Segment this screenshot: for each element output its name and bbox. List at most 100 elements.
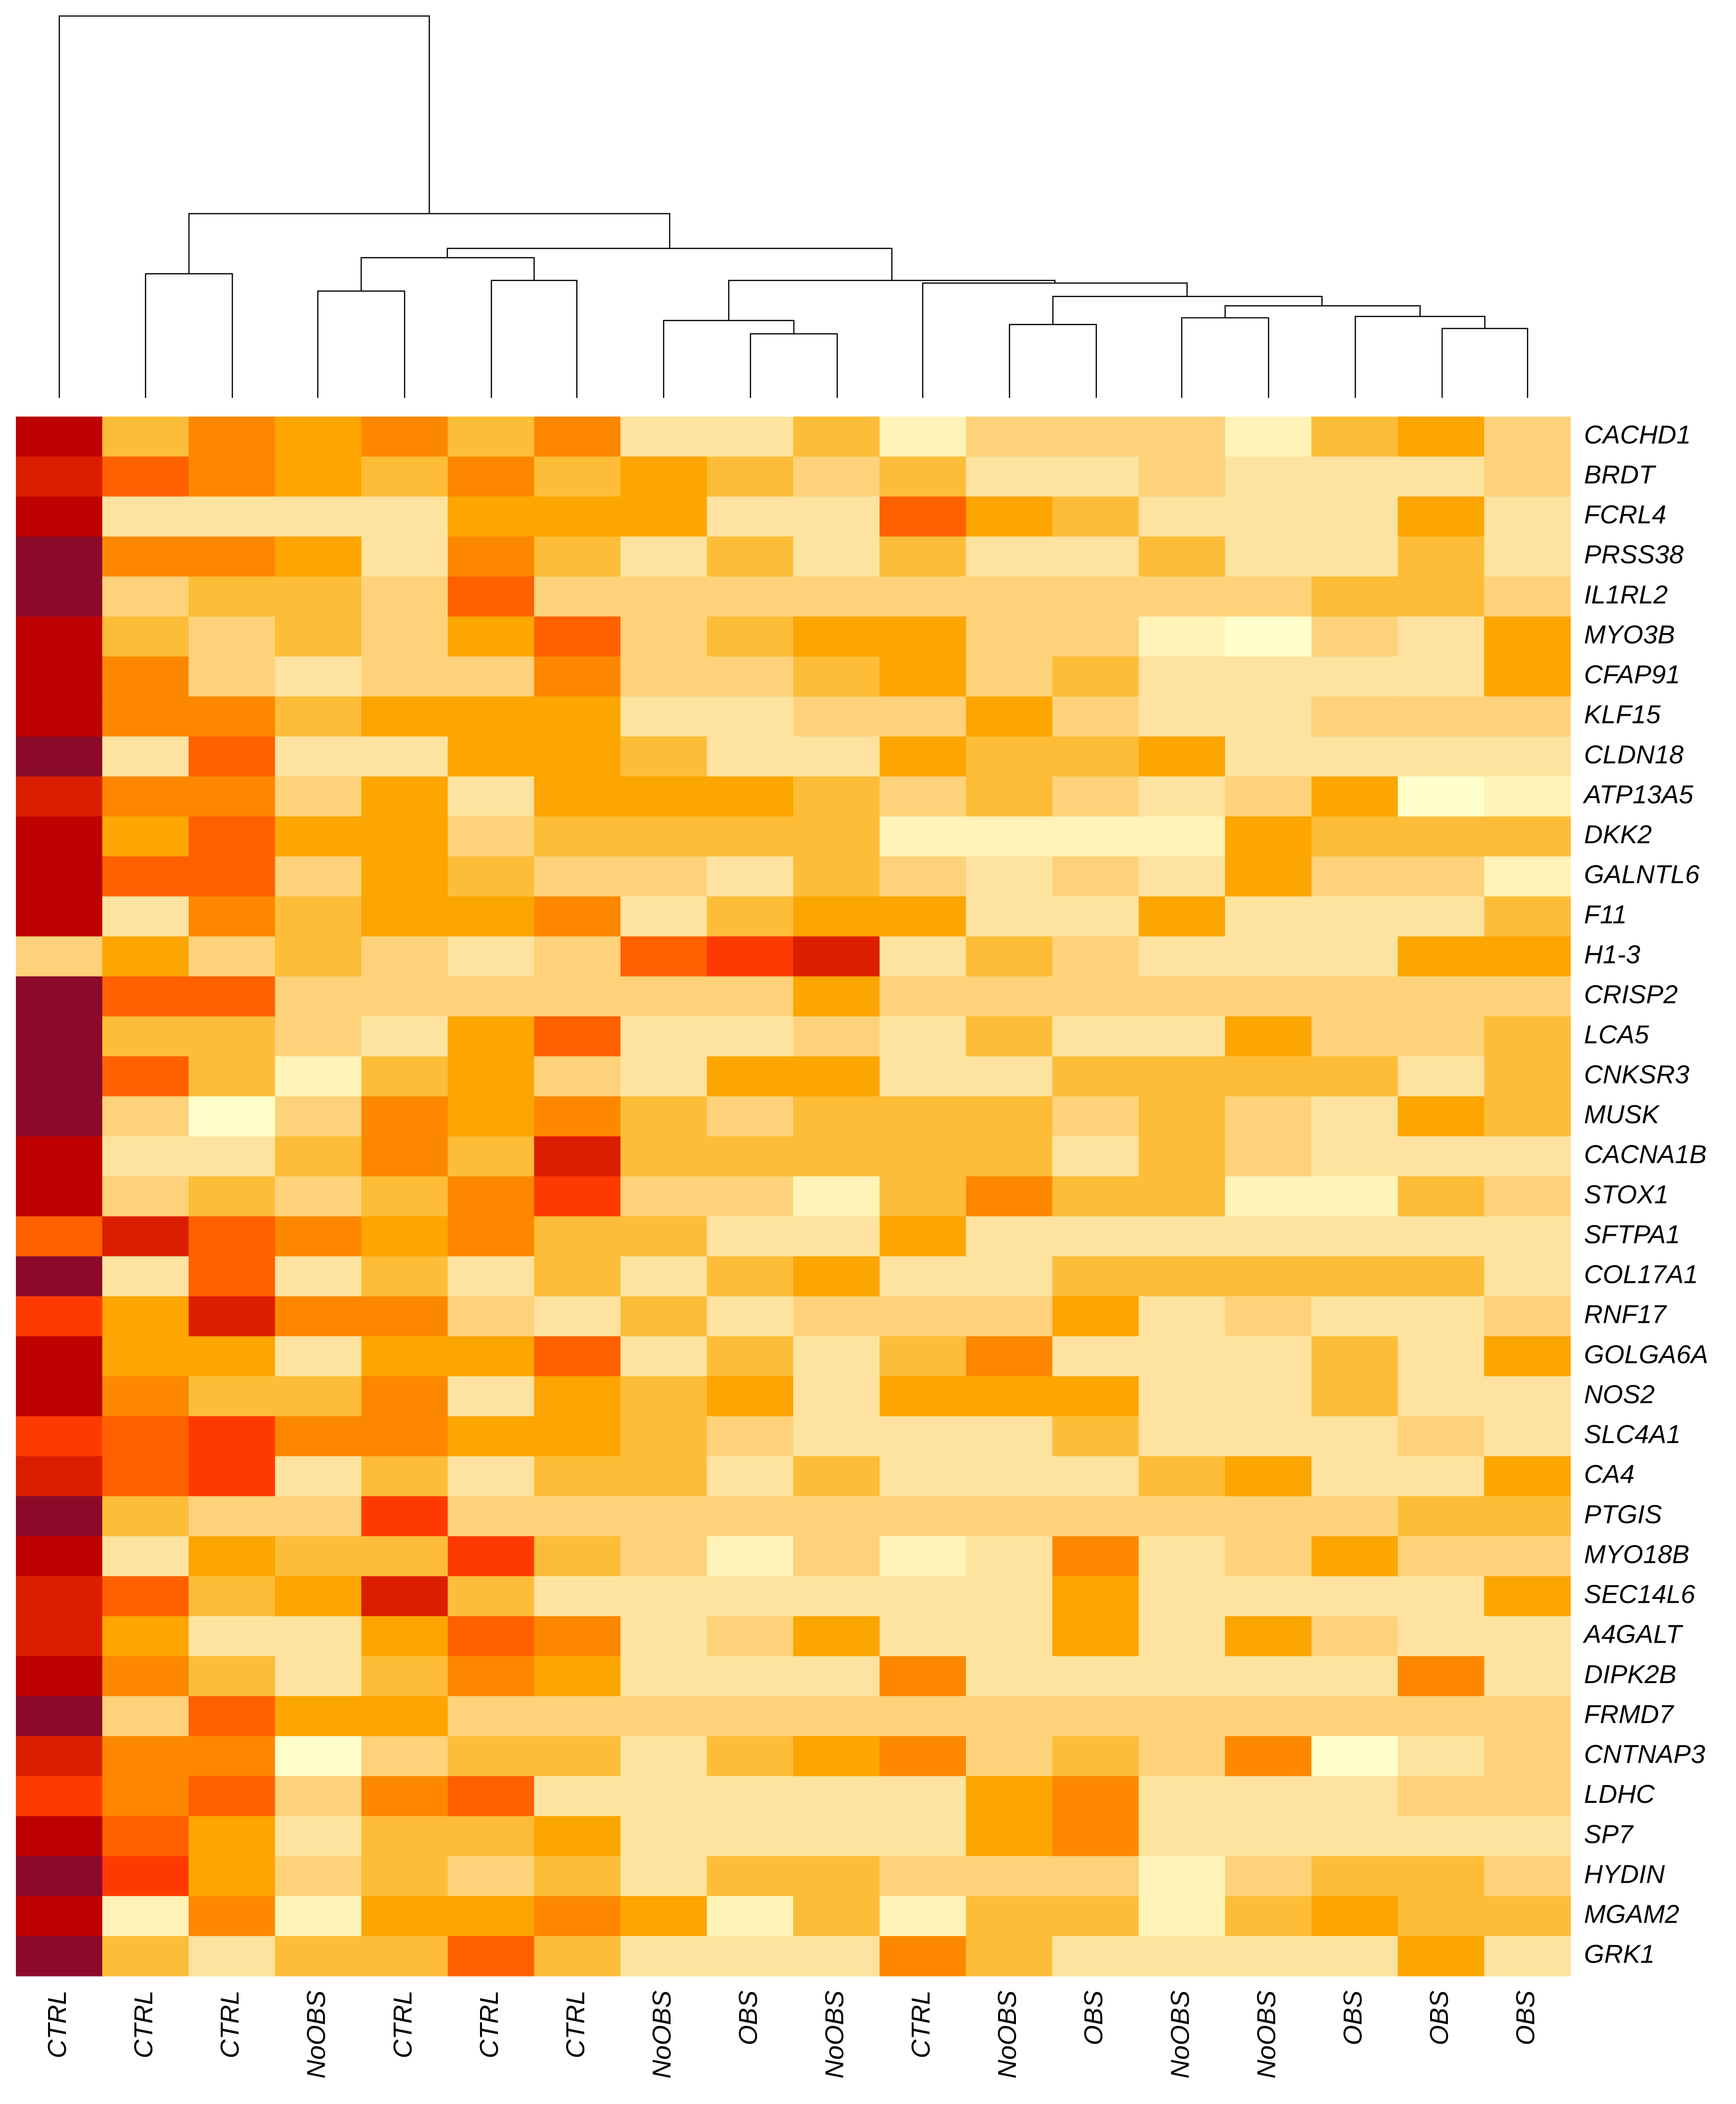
- heatmap-cell: [1225, 1216, 1312, 1257]
- row-label: CA4: [1584, 1460, 1635, 1489]
- heatmap-cell: [966, 1016, 1053, 1057]
- heatmap-cell: [534, 1616, 621, 1657]
- heatmap-cell: [1311, 1816, 1398, 1857]
- heatmap-cell: [447, 1696, 534, 1736]
- heatmap-cell: [1311, 1456, 1398, 1497]
- heatmap-cell: [275, 1376, 362, 1417]
- heatmap-cell: [102, 896, 189, 937]
- heatmap-cell: [879, 776, 966, 817]
- heatmap-cell: [361, 1496, 448, 1537]
- heatmap-cell: [707, 576, 794, 617]
- heatmap-cell: [620, 1616, 708, 1657]
- heatmap-cell: [189, 1936, 276, 1977]
- heatmap-cell: [966, 1576, 1053, 1617]
- heatmap-cell: [793, 1696, 880, 1736]
- heatmap-cell: [102, 456, 189, 497]
- heatmap-cell: [620, 1936, 708, 1977]
- heatmap-cell: [879, 1696, 966, 1736]
- heatmap-cell: [793, 896, 880, 937]
- heatmap-cell: [534, 1736, 621, 1776]
- heatmap-cell: [1225, 496, 1312, 537]
- column-label: CTRL: [43, 1990, 72, 2058]
- heatmap-cell: [1484, 1656, 1571, 1697]
- heatmap-cell: [620, 736, 708, 777]
- heatmap-cell: [620, 936, 708, 977]
- row-label: CNTNAP3: [1584, 1740, 1705, 1769]
- heatmap-cell: [793, 1856, 880, 1897]
- heatmap-cell: [879, 736, 966, 777]
- heatmap-cell: [966, 1536, 1053, 1577]
- heatmap-cell: [1397, 1216, 1485, 1257]
- heatmap-cell: [1052, 1336, 1139, 1377]
- heatmap-cell: [1225, 1056, 1312, 1097]
- heatmap-cell: [707, 1576, 794, 1617]
- heatmap-cell: [16, 696, 103, 737]
- row-label: MGAM2: [1584, 1900, 1679, 1929]
- heatmap-cell: [1311, 1896, 1398, 1937]
- heatmap-cell: [102, 1656, 189, 1697]
- heatmap-cell: [1311, 856, 1398, 897]
- heatmap-cell: [275, 1616, 362, 1657]
- heatmap-cell: [16, 576, 103, 617]
- heatmap-cell: [534, 1096, 621, 1137]
- heatmap-cell: [966, 417, 1053, 457]
- heatmap-cell: [361, 1376, 448, 1417]
- heatmap-cell: [1139, 536, 1226, 577]
- heatmap-cell: [793, 496, 880, 537]
- heatmap-cell: [879, 816, 966, 857]
- heatmap-cell: [361, 1536, 448, 1577]
- heatmap-cell: [1225, 1936, 1312, 1977]
- heatmap-cell: [16, 1616, 103, 1657]
- heatmap-cell: [1225, 616, 1312, 657]
- heatmap-cell: [534, 1416, 621, 1457]
- row-label: FRMD7: [1584, 1700, 1674, 1729]
- column-label: CTRL: [129, 1990, 158, 2058]
- heatmap-cell: [707, 1656, 794, 1697]
- heatmap-cell: [102, 1096, 189, 1137]
- heatmap-cell: [1225, 976, 1312, 1017]
- heatmap-cell: [1311, 1096, 1398, 1137]
- heatmap-cell: [1052, 1056, 1139, 1097]
- heatmap-cell: [707, 656, 794, 697]
- heatmap-cell: [793, 1616, 880, 1657]
- heatmap-cell: [879, 1936, 966, 1977]
- heatmap-cell: [793, 1256, 880, 1297]
- column-label: NoOBS: [993, 1990, 1022, 2079]
- heatmap-cell: [966, 1776, 1053, 1817]
- heatmap-cell: [793, 696, 880, 737]
- heatmap-cell: [966, 1656, 1053, 1697]
- heatmap-cell: [275, 536, 362, 577]
- row-label: LDHC: [1584, 1780, 1655, 1809]
- heatmap-cell: [102, 1896, 189, 1937]
- heatmap-cell: [447, 1456, 534, 1497]
- heatmap-cell: [1225, 1336, 1312, 1377]
- heatmap-cell: [1397, 1856, 1485, 1897]
- heatmap-cell: [189, 816, 276, 857]
- column-label: OBS: [1511, 1990, 1540, 2045]
- heatmap-cell: [361, 976, 448, 1017]
- heatmap-cell: [707, 1416, 794, 1457]
- heatmap-cell: [1397, 1296, 1485, 1337]
- heatmap-cell: [189, 776, 276, 817]
- heatmap-cell: [447, 1056, 534, 1097]
- heatmap-cell: [620, 536, 708, 577]
- heatmap-cell: [1397, 1656, 1485, 1697]
- heatmap-cell: [1397, 1696, 1485, 1736]
- heatmap-cell: [1225, 936, 1312, 977]
- heatmap-cell: [1139, 1136, 1226, 1177]
- heatmap-cell: [361, 1776, 448, 1817]
- heatmap-cell: [1311, 1256, 1398, 1297]
- row-label: CRISP2: [1584, 980, 1678, 1009]
- heatmap-cell: [879, 696, 966, 737]
- heatmap-cell: [879, 1336, 966, 1377]
- heatmap-cell: [879, 1256, 966, 1297]
- heatmap-cell: [879, 936, 966, 977]
- heatmap-cell: [879, 1136, 966, 1177]
- heatmap-cell: [102, 1736, 189, 1776]
- heatmap-cell: [1484, 1856, 1571, 1897]
- heatmap-cell: [1052, 1576, 1139, 1617]
- heatmap-cell: [879, 536, 966, 577]
- heatmap-cell: [793, 1016, 880, 1057]
- row-label: SP7: [1584, 1820, 1634, 1849]
- row-label: IL1RL2: [1584, 580, 1668, 609]
